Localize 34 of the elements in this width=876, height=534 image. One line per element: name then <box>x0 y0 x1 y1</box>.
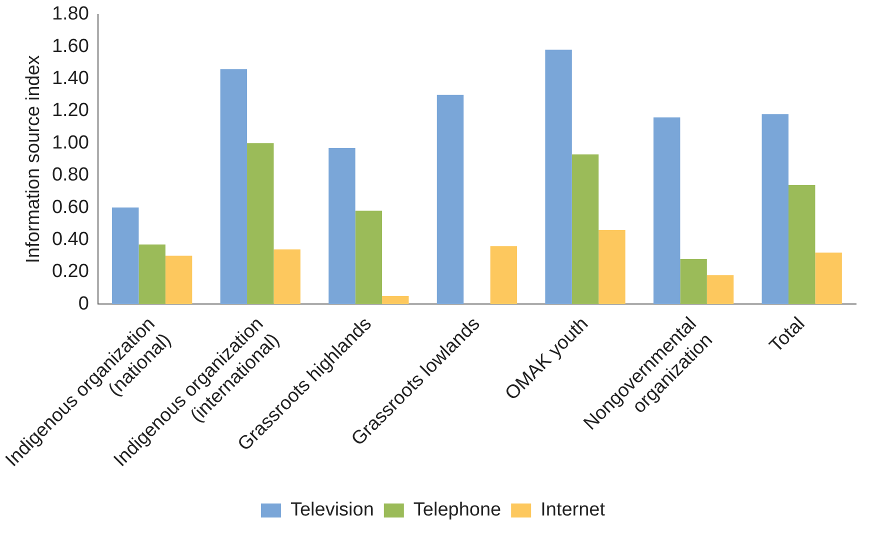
y-axis-title: Information source index <box>22 54 44 264</box>
bar <box>598 230 626 304</box>
bar <box>680 259 707 304</box>
y-tick-label: 0.40 <box>52 228 89 250</box>
y-tick-label: 1.00 <box>52 132 89 154</box>
y-tick-label: 0.20 <box>52 261 89 282</box>
bar <box>382 296 409 304</box>
legend-label: Telephone <box>413 500 502 521</box>
y-tick-label: 1.40 <box>52 68 89 90</box>
bar <box>436 94 464 304</box>
bar <box>355 210 382 304</box>
bar <box>328 148 356 304</box>
bar <box>274 249 300 304</box>
bar <box>815 252 842 304</box>
bar <box>220 69 248 304</box>
bar <box>247 143 274 304</box>
bar <box>762 114 788 304</box>
bar <box>653 117 680 304</box>
legend-label: Television <box>290 500 374 521</box>
y-tick-label: 0.60 <box>52 196 89 218</box>
bar <box>572 154 599 304</box>
y-tick-label: 1.20 <box>52 100 89 122</box>
y-tick-label: 0.80 <box>52 164 89 186</box>
bar <box>706 275 734 304</box>
bar <box>788 184 816 304</box>
y-tick-label: 0 <box>78 293 89 314</box>
y-tick-label: 1.80 <box>52 4 89 25</box>
bar <box>112 208 139 304</box>
bar <box>490 246 518 304</box>
bar <box>165 256 192 304</box>
bar <box>545 50 572 304</box>
legend-label: Internet <box>540 500 606 521</box>
y-tick-label: 1.60 <box>52 36 89 57</box>
bar <box>138 244 166 304</box>
